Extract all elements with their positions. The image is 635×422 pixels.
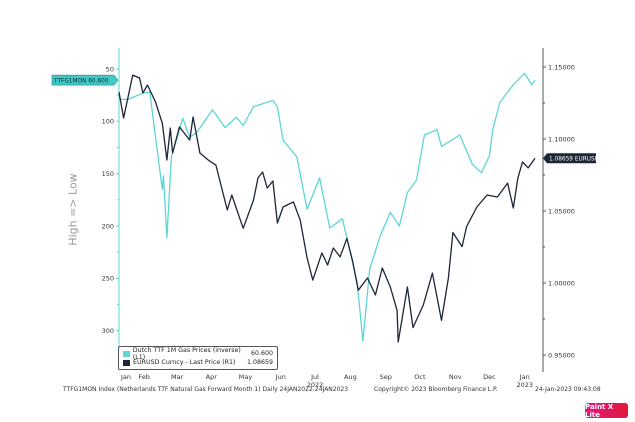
x-tick-label: Jan (519, 373, 530, 381)
x-tick-label: Sep (380, 373, 392, 381)
left-tick-label: 300 (102, 327, 114, 335)
legend-swatch-eurusd (123, 359, 130, 366)
ttf-last-value-tag (51, 74, 119, 86)
left-tick-label: 250 (102, 275, 114, 283)
legend-label-eurusd: EURUSD Curncy - Last Price (R1) (133, 359, 236, 366)
legend-value-eurusd: 1.08659 (246, 359, 273, 366)
x-tick-label: Feb (138, 373, 150, 381)
footer-source: TTFG1MON Index (Netherlands TTF Natural … (63, 386, 349, 393)
watermark-badge: Paint X Lite (585, 403, 628, 419)
left-tick-label: 100 (102, 118, 114, 126)
x-year-label: 2023 (516, 381, 533, 389)
legend-value-ttf: 60.600 (250, 350, 273, 357)
legend-swatch-ttf (123, 350, 130, 357)
left-tick-label: 150 (102, 170, 114, 178)
x-tick-label: Oct (414, 373, 426, 381)
ttf-series-line (119, 72, 536, 342)
right-tick-label: 1.10000 (548, 135, 575, 143)
right-tick-label: 1.05000 (548, 207, 575, 215)
left-tick-label: 50 (106, 65, 114, 73)
left-tick-label: 200 (102, 222, 114, 230)
x-tick-label: Nov (449, 373, 462, 381)
x-tick-label: Jun (275, 373, 286, 381)
x-tick-label: Mar (171, 373, 184, 381)
footer-copyright: Copyright© 2023 Bloomberg Finance L.P. (374, 386, 498, 393)
footer-timestamp: 24-Jan-2023 09:43:08 (535, 386, 601, 393)
x-year-label: 2022 (307, 381, 324, 389)
ttf-last-value-label: TTFG1MON 60.600 (53, 78, 109, 84)
x-tick-label: Aug (344, 373, 357, 381)
x-tick-label: May (239, 373, 253, 381)
x-tick-label: Jul (310, 373, 319, 381)
right-tick-label: 0.95000 (548, 351, 575, 359)
x-tick-label: Jan (120, 373, 131, 381)
legend-item-ttf: Dutch TTF 1M Gas Prices (inverse) (L1) 6… (123, 346, 273, 361)
eurusd-last-value-label: 1.08659 EURUSD (549, 156, 600, 162)
x-tick-label: Dec (483, 373, 496, 381)
legend-label-ttf: Dutch TTF 1M Gas Prices (inverse) (L1) (132, 346, 241, 361)
eurusd-series-line (118, 74, 536, 343)
legend-item-eurusd: EURUSD Curncy - Last Price (R1) 1.08659 (123, 358, 273, 367)
x-tick-label: Apr (206, 373, 218, 381)
right-tick-label: 1.15000 (548, 63, 575, 71)
eurusd-last-value-tag (543, 153, 596, 164)
right-tick-label: 1.00000 (548, 279, 575, 287)
legend: Dutch TTF 1M Gas Prices (inverse) (L1) 6… (118, 346, 278, 370)
left-axis-label: High => Low (66, 173, 80, 246)
